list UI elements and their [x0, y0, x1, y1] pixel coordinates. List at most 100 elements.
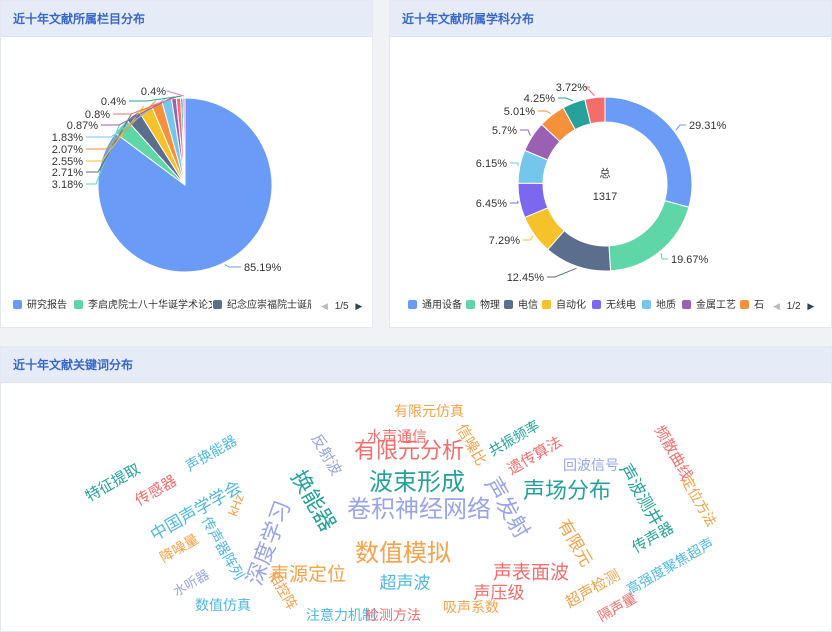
category-legend-pager: ◀ 1/5 ▶: [321, 297, 362, 315]
label-leader-line: [523, 235, 534, 241]
slice-value-label: 19.67%: [671, 254, 709, 266]
label-leader-line: [166, 90, 185, 97]
keyword-term[interactable]: 回波信号: [563, 457, 619, 473]
label-leader-line: [86, 105, 145, 162]
legend-label: 石: [754, 300, 764, 311]
slice-value-label: 5.01%: [504, 106, 535, 118]
label-leader-line: [538, 110, 551, 115]
legend-label: 李启虎院士八十华诞学术论文: [88, 300, 212, 311]
keyword-distribution-panel: 近十年文献关键词分布 特征提取 声换能器 传感器 中国声学学会 kHz 降噪量 传声器阵列水…: [0, 346, 832, 632]
legend-item[interactable]: 纪念应崇福院士诞辰: [213, 297, 311, 315]
slice-value-label: 0.4%: [101, 96, 126, 108]
subject-donut-chart: 29.31% 19.67% 12.45% 7.29% 6.45% 6.15% 5.7% 5.0…: [476, 82, 727, 284]
legend-item[interactable]: 电信: [504, 297, 544, 315]
slice-value-label: 2.07%: [52, 144, 83, 156]
keyword-term[interactable]: 检测方法: [365, 607, 421, 623]
label-leader-line: [558, 97, 574, 102]
keyword-term[interactable]: 数值模拟: [355, 540, 451, 567]
slice-value-label: 85.19%: [244, 262, 282, 274]
legend-swatch: [642, 300, 651, 309]
legend-item[interactable]: 自动化: [542, 297, 594, 315]
legend-item[interactable]: 通用设备: [408, 297, 462, 315]
keyword-term[interactable]: 有限元仿真: [394, 403, 464, 419]
label-leader-line: [510, 162, 519, 167]
slice-value-label: 0.8%: [85, 109, 110, 121]
keyword-term[interactable]: 声表面波: [492, 562, 570, 584]
keyword-panel-title: 近十年文献关键词分布: [1, 347, 831, 383]
keyword-term[interactable]: 反射波: [307, 431, 345, 479]
keyword-term[interactable]: 有限元分析: [353, 438, 465, 463]
legend-item[interactable]: 李启虎院士八十华诞学术论文: [74, 297, 212, 315]
legend-swatch: [74, 300, 83, 309]
legend-page-indicator: 1/5: [334, 301, 349, 312]
legend-swatch: [592, 300, 601, 309]
pie-slice[interactable]: [182, 97, 186, 186]
keyword-term[interactable]: 数值仿真: [195, 597, 251, 613]
keyword-term[interactable]: 超声波: [379, 573, 431, 593]
legend-label: 无线电: [606, 300, 636, 311]
keyword-term[interactable]: 声压级: [473, 583, 525, 603]
category-panel-title: 近十年文献所属栏目分布: [1, 1, 372, 37]
legend-item[interactable]: 地质: [642, 297, 682, 315]
legend-item[interactable]: 金属工艺: [682, 297, 742, 315]
legend-label: 自动化: [556, 300, 586, 311]
label-leader-line: [113, 95, 179, 115]
keyword-term[interactable]: 水听器: [170, 566, 212, 600]
pie-slice[interactable]: [584, 96, 606, 125]
legend-swatch: [408, 300, 417, 309]
next-page-icon[interactable]: ▶: [807, 301, 815, 311]
legend-label: 物理: [480, 300, 500, 311]
subject-legend-pager: ◀ 1/2 ▶: [773, 297, 814, 315]
keyword-term[interactable]: 定位方法: [678, 472, 720, 530]
legend-item[interactable]: 石: [740, 297, 766, 315]
legend-label: 金属工艺: [696, 300, 736, 311]
slice-value-label: 4.25%: [524, 93, 555, 105]
category-legend: 研究报告 李启虎院士八十华诞学术论文 纪念应崇福院士诞辰 ◀ 1/5 ▶: [1, 297, 372, 315]
keyword-term[interactable]: 声换能器: [182, 432, 240, 474]
prev-page-icon[interactable]: ◀: [321, 301, 328, 311]
keyword-term[interactable]: 水声通信: [366, 428, 428, 446]
legend-swatch: [13, 300, 22, 309]
keyword-term[interactable]: 传感器: [132, 472, 180, 510]
slice-value-label: 1.83%: [52, 132, 83, 144]
keyword-term[interactable]: 卷积神经网络: [347, 496, 491, 523]
legend-item[interactable]: 无线电: [592, 297, 644, 315]
category-pie-chart: 85.19% 3.18%2.71%2.55%2.07%1.83%0.87%0.8%…: [52, 86, 282, 274]
label-leader-line: [547, 267, 577, 278]
label-leader-line: [520, 129, 531, 136]
pie-slice[interactable]: [604, 96, 693, 208]
keyword-term[interactable]: 声波测井: [615, 460, 667, 530]
prev-page-icon[interactable]: ◀: [773, 301, 780, 311]
legend-item[interactable]: 物理: [466, 297, 506, 315]
slice-value-label: 7.29%: [489, 235, 520, 247]
legend-page-indicator: 1/2: [786, 301, 801, 312]
donut-center-label: 总: [600, 166, 611, 180]
slice-value-label: 6.45%: [476, 198, 507, 210]
keyword-term[interactable]: 声场分布: [522, 478, 612, 503]
label-leader-line: [86, 113, 132, 173]
keyword-term[interactable]: 隔声量: [594, 589, 640, 625]
subject-distribution-panel: 近十年文献所属学科分布 29.31% 19.67% 12.45% 7.29% 6.45%…: [389, 0, 832, 328]
label-leader-line: [86, 97, 167, 138]
slice-value-label: 5.7%: [492, 125, 517, 137]
slice-value-label: 0.87%: [67, 120, 98, 132]
label-leader-line: [86, 124, 120, 185]
next-page-icon[interactable]: ▶: [355, 301, 363, 311]
slice-value-label: 0.4%: [141, 86, 166, 98]
keyword-term[interactable]: 波束形成: [369, 469, 465, 496]
slice-value-label: 3.18%: [52, 179, 83, 191]
legend-label: 电信: [518, 300, 538, 311]
category-distribution-panel: 近十年文献所属栏目分布 85.19% 3.18% 2.71% 2.55% 2.07% 1.…: [0, 0, 373, 328]
legend-label: 研究报告: [27, 300, 67, 311]
slice-value-label: 2.71%: [52, 167, 83, 179]
keyword-term[interactable]: 声源定位: [269, 564, 347, 586]
label-leader-line: [510, 200, 519, 204]
keyword-term[interactable]: 注意力机制: [306, 607, 376, 623]
keyword-term[interactable]: 吸声系数: [443, 599, 499, 615]
legend-item[interactable]: 研究报告: [13, 297, 71, 315]
label-leader-line: [224, 264, 241, 268]
keyword-term[interactable]: 有限元: [554, 516, 596, 570]
donut-center-value: 1317: [593, 191, 617, 203]
slice-value-label: 6.15%: [476, 158, 507, 170]
label-leader-line: [660, 253, 668, 260]
